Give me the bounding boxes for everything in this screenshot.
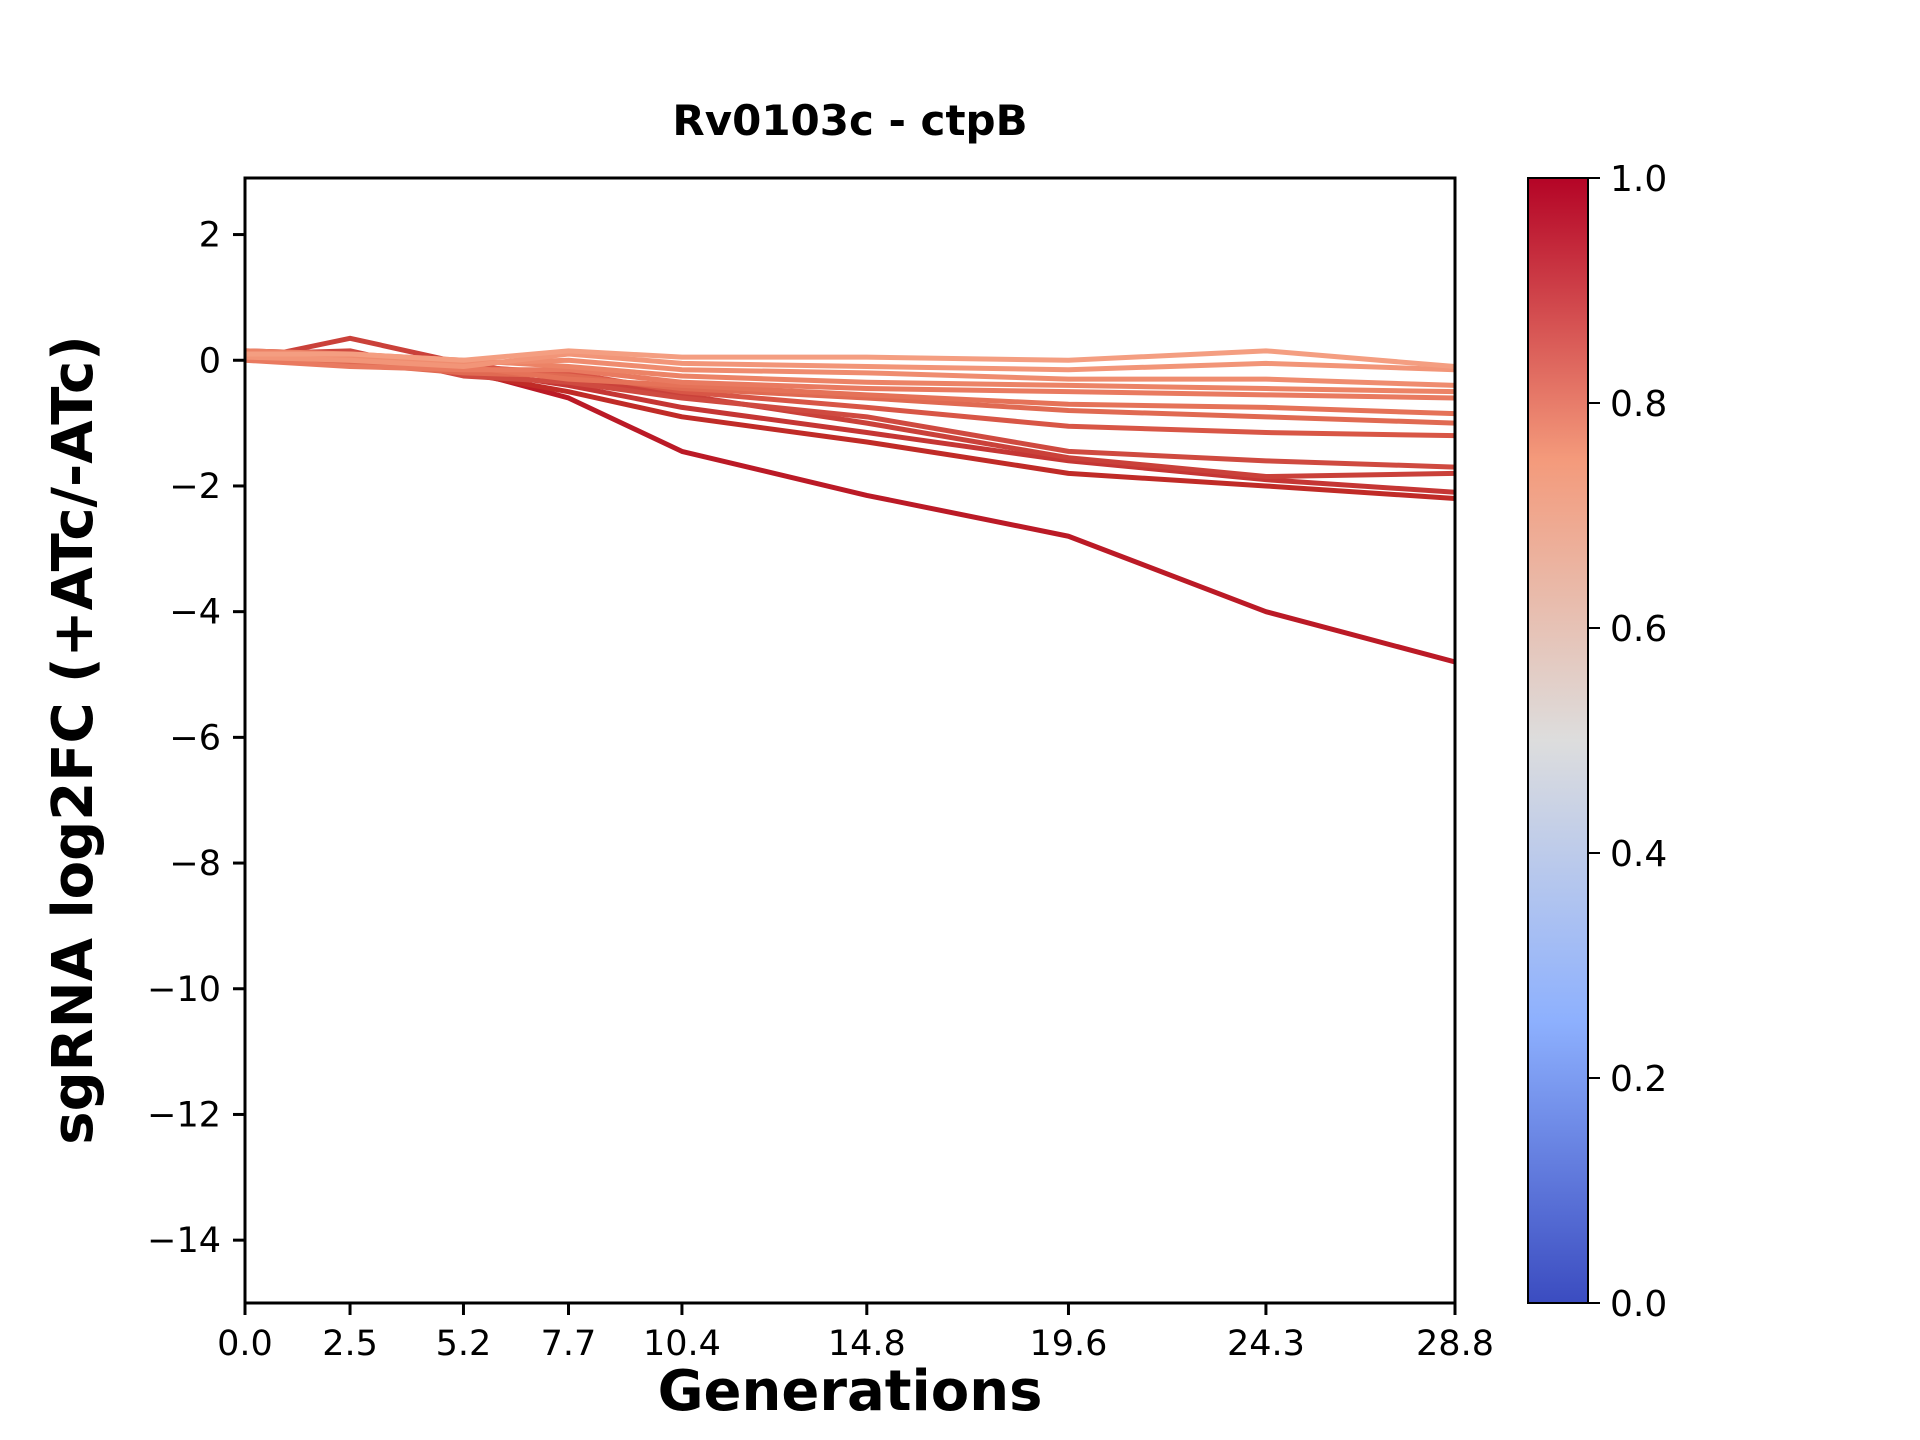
- plot-border: [243, 176, 1457, 1305]
- y-tick-label: −6: [169, 718, 221, 758]
- x-tick-label: 14.8: [828, 1324, 906, 1364]
- colorbar-tick-label: 0.2: [1610, 1059, 1667, 1100]
- series-lines-group: [245, 335, 1455, 665]
- colorbar-tick-label: 0.6: [1610, 609, 1667, 650]
- x-tick-label: 24.3: [1227, 1324, 1305, 1364]
- series-line-12: [245, 351, 1455, 373]
- chart-title: Rv0103c - ctpB: [672, 96, 1027, 145]
- colorbar: 0.0 0.2 0.4 0.6 0.8 1.0: [1527, 159, 1667, 1325]
- y-tick-label: −8: [169, 844, 221, 884]
- series-line-9: [245, 357, 1455, 401]
- y-tick-label: −2: [169, 467, 221, 507]
- y-tick-label: 2: [199, 216, 221, 256]
- x-tick-label: 19.6: [1030, 1324, 1108, 1364]
- x-tick-label: 10.4: [643, 1324, 721, 1364]
- y-axis-label: sgRNA log2FC (+ATc/-ATc): [41, 335, 106, 1145]
- x-tick-label: 0.0: [217, 1324, 273, 1364]
- y-tick-label: −4: [169, 593, 221, 633]
- y-tick-label: 0: [199, 341, 221, 381]
- x-tick-label: 2.5: [322, 1324, 378, 1364]
- y-tick-label: −14: [147, 1221, 221, 1261]
- colorbar-tick-label: 0.8: [1610, 384, 1667, 425]
- x-axis-label: Generations: [658, 1359, 1043, 1424]
- x-tick-label: 7.7: [541, 1324, 597, 1364]
- colorbar-tick-label: 0.0: [1610, 1284, 1667, 1325]
- colorbar-tick-label: 1.0: [1610, 159, 1667, 200]
- series-line-4: [245, 335, 1455, 480]
- x-tick-label: 28.8: [1416, 1324, 1494, 1364]
- colorbar-gradient-bar: [1527, 177, 1589, 1304]
- axes-group: 0.0 2.5 5.2 7.7 10.4 14.8 19.6 24.3 28.8 2 0 −2 −4 −6…: [147, 176, 1494, 1364]
- y-tick-label: −10: [147, 970, 221, 1010]
- series-line-11: [245, 351, 1455, 388]
- series-line-13: [245, 348, 1455, 370]
- colorbar-tick-label: 0.4: [1610, 834, 1667, 875]
- y-tick-label: −12: [147, 1095, 221, 1135]
- x-tick-label: 5.2: [436, 1324, 492, 1364]
